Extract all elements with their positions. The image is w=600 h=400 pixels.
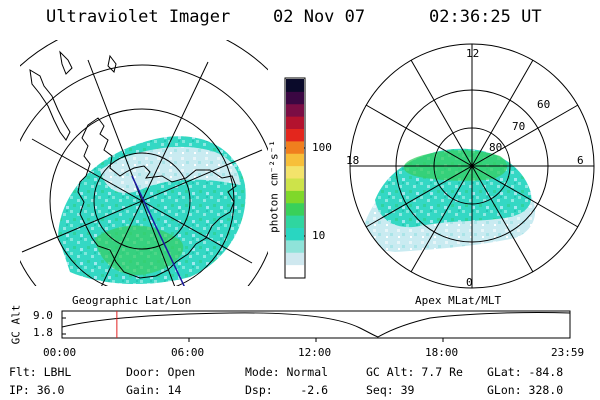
date-label: 02 Nov 07 <box>273 7 366 27</box>
timeline-xtick-1200: 12:00 <box>298 346 332 359</box>
satellite-meridian <box>131 175 185 286</box>
mlt-label-0: 0 <box>466 276 473 289</box>
colorbar-tick-10: 10 <box>312 229 326 242</box>
aurora-bright-right <box>403 150 508 181</box>
info-seq: Seq: 39 <box>366 383 415 397</box>
mlt-label-6: 6 <box>577 154 584 167</box>
info-dsp: Dsp: -2.6 <box>245 383 329 397</box>
south-america-coast <box>29 50 117 141</box>
timeline-ytick-min: 1.8 <box>33 326 53 339</box>
info-glon: GLon: 328.0 <box>487 383 564 397</box>
time-label: 02:36:25 UT <box>429 7 542 27</box>
mlt-label-18: 18 <box>346 154 360 167</box>
timeline-plot <box>61 310 571 342</box>
info-gc-alt: GC Alt: 7.7 Re <box>366 365 463 379</box>
timeline-xtick-1800: 18:00 <box>425 346 459 359</box>
timeline-ytick-max: 9.0 <box>33 309 53 322</box>
info-glat: GLat: -84.8 <box>487 365 564 379</box>
info-gain: Gain: 14 <box>126 383 182 397</box>
colorbar <box>284 77 306 279</box>
lat-label-60: 60 <box>537 98 551 111</box>
altitude-curve <box>61 312 571 338</box>
instrument-title: Ultraviolet Imager <box>46 7 231 27</box>
lat-label-70: 70 <box>512 120 526 133</box>
info-door: Door: Open <box>126 365 196 379</box>
timeline-xtick-0000: 00:00 <box>43 346 77 359</box>
mlt-label-12: 12 <box>466 47 480 60</box>
timeline-xtick-2359: 23:59 <box>551 346 585 359</box>
colorbar-tick-100: 100 <box>312 141 332 154</box>
left-panel-caption: Geographic Lat/Lon <box>72 294 192 307</box>
info-flt: Flt: LBHL <box>9 365 72 379</box>
lat-label-80: 80 <box>489 141 503 154</box>
antarctica-coastline <box>77 117 237 279</box>
geographic-map <box>20 40 268 286</box>
right-panel-caption: Apex MLat/MLT <box>415 294 502 307</box>
timeline-xtick-0600: 06:00 <box>171 346 205 359</box>
info-mode: Mode: Normal <box>245 365 329 379</box>
magnetic-map <box>349 43 595 289</box>
timeline-ylabel: GC Alt <box>9 304 23 345</box>
colorbar-unit-label: photon cm⁻²s⁻¹ <box>267 140 281 233</box>
info-ip: IP: 36.0 <box>9 383 65 397</box>
